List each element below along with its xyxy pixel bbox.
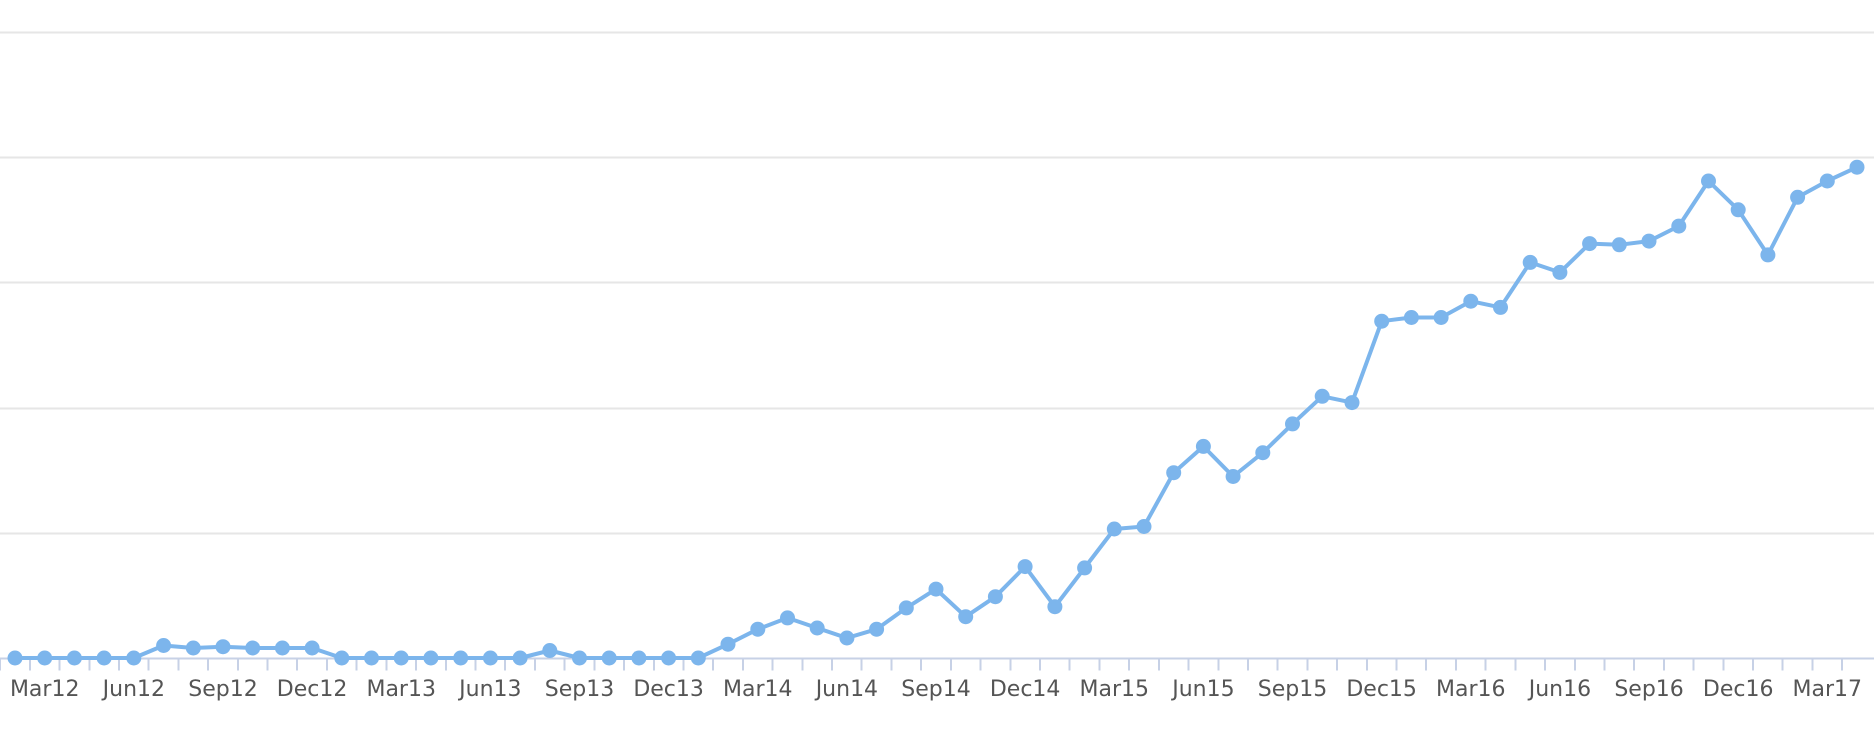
data-point[interactable] <box>1017 559 1033 575</box>
data-point[interactable] <box>1849 159 1865 175</box>
data-point[interactable] <box>423 650 439 666</box>
data-point[interactable] <box>780 610 795 626</box>
data-point[interactable] <box>690 650 706 666</box>
data-point[interactable] <box>1195 438 1211 454</box>
data-point[interactable] <box>304 640 320 656</box>
data-point[interactable] <box>958 609 974 625</box>
x-tick-label: Jun14 <box>814 677 878 702</box>
x-tick-label: Jun12 <box>101 677 165 702</box>
data-point[interactable] <box>1285 416 1300 432</box>
data-point[interactable] <box>1611 237 1627 253</box>
data-point[interactable] <box>869 621 885 637</box>
data-point[interactable] <box>750 621 766 637</box>
data-point[interactable] <box>334 650 350 666</box>
data-point[interactable] <box>126 650 142 666</box>
data-point[interactable] <box>1463 293 1479 309</box>
x-tick-label: Jun15 <box>1170 677 1234 702</box>
data-point[interactable] <box>482 650 498 666</box>
data-point[interactable] <box>1493 299 1508 315</box>
x-tick-label: Sep13 <box>545 677 614 702</box>
data-point[interactable] <box>1760 247 1776 263</box>
data-point[interactable] <box>393 650 409 666</box>
data-point[interactable] <box>1552 264 1568 280</box>
data-point[interactable] <box>661 650 677 666</box>
x-tick-label: Mar13 <box>366 677 436 702</box>
data-point[interactable] <box>1701 173 1716 189</box>
data-point[interactable] <box>1582 236 1598 252</box>
data-point[interactable] <box>1077 560 1093 576</box>
data-point[interactable] <box>156 638 172 653</box>
points-layer <box>7 159 1865 666</box>
gridlines <box>0 31 1874 535</box>
data-point[interactable] <box>898 600 914 616</box>
data-point[interactable] <box>512 650 528 666</box>
data-point[interactable] <box>245 640 261 656</box>
data-point[interactable] <box>1433 310 1449 325</box>
data-point[interactable] <box>1314 388 1330 404</box>
x-axis: Mar12 Jun12 Sep12 Dec12 Mar13 Jun13 Sep13 Dec13… <box>0 657 1874 702</box>
data-point[interactable] <box>7 650 23 666</box>
x-tick-label: Mar12 <box>10 677 80 702</box>
data-point[interactable] <box>1374 313 1390 329</box>
data-point[interactable] <box>1136 519 1152 534</box>
data-point[interactable] <box>601 650 617 666</box>
x-tick-label: Mar17 <box>1793 677 1863 702</box>
data-point[interactable] <box>364 650 379 666</box>
x-tick-label: Dec16 <box>1703 677 1774 702</box>
x-tick-label: Jun13 <box>457 677 521 702</box>
data-point[interactable] <box>1047 599 1063 615</box>
data-point[interactable] <box>839 630 855 646</box>
data-point[interactable] <box>1730 202 1746 218</box>
data-point[interactable] <box>1255 445 1271 461</box>
data-point[interactable] <box>631 650 647 666</box>
data-point[interactable] <box>1225 469 1241 484</box>
x-tick-label: Dec13 <box>633 677 704 702</box>
data-point[interactable] <box>185 640 201 656</box>
data-point[interactable] <box>1671 218 1687 234</box>
data-point[interactable] <box>809 620 825 636</box>
data-point[interactable] <box>1344 395 1360 411</box>
x-tick-label: Mar15 <box>1080 677 1150 702</box>
x-tick-label: Sep16 <box>1614 677 1683 702</box>
data-point[interactable] <box>1819 173 1835 189</box>
data-point[interactable] <box>453 650 469 666</box>
data-point[interactable] <box>215 639 231 655</box>
x-tick-label: Sep14 <box>901 677 970 702</box>
data-point[interactable] <box>1641 233 1657 249</box>
x-tick-label: Dec12 <box>277 677 348 702</box>
x-tick-label: Sep12 <box>188 677 257 702</box>
data-point[interactable] <box>1790 189 1806 205</box>
data-point[interactable] <box>66 650 82 666</box>
data-point[interactable] <box>37 650 53 666</box>
data-point[interactable] <box>1403 310 1419 325</box>
x-tick-label: Mar14 <box>723 677 793 702</box>
x-tick-label: Dec14 <box>990 677 1061 702</box>
x-tick-label: Dec15 <box>1346 677 1417 702</box>
data-point[interactable] <box>1522 254 1538 270</box>
data-point[interactable] <box>720 636 736 652</box>
data-point[interactable] <box>542 643 558 658</box>
x-tick-label: Sep15 <box>1258 677 1327 702</box>
data-point[interactable] <box>987 589 1003 605</box>
data-point[interactable] <box>1166 465 1182 481</box>
x-tick-label: Jun16 <box>1527 677 1591 702</box>
data-point[interactable] <box>1106 521 1122 537</box>
data-point[interactable] <box>274 640 290 656</box>
data-point[interactable] <box>96 650 112 666</box>
x-tick-label: Mar16 <box>1436 677 1506 702</box>
data-point[interactable] <box>572 650 587 666</box>
data-point[interactable] <box>928 581 944 597</box>
